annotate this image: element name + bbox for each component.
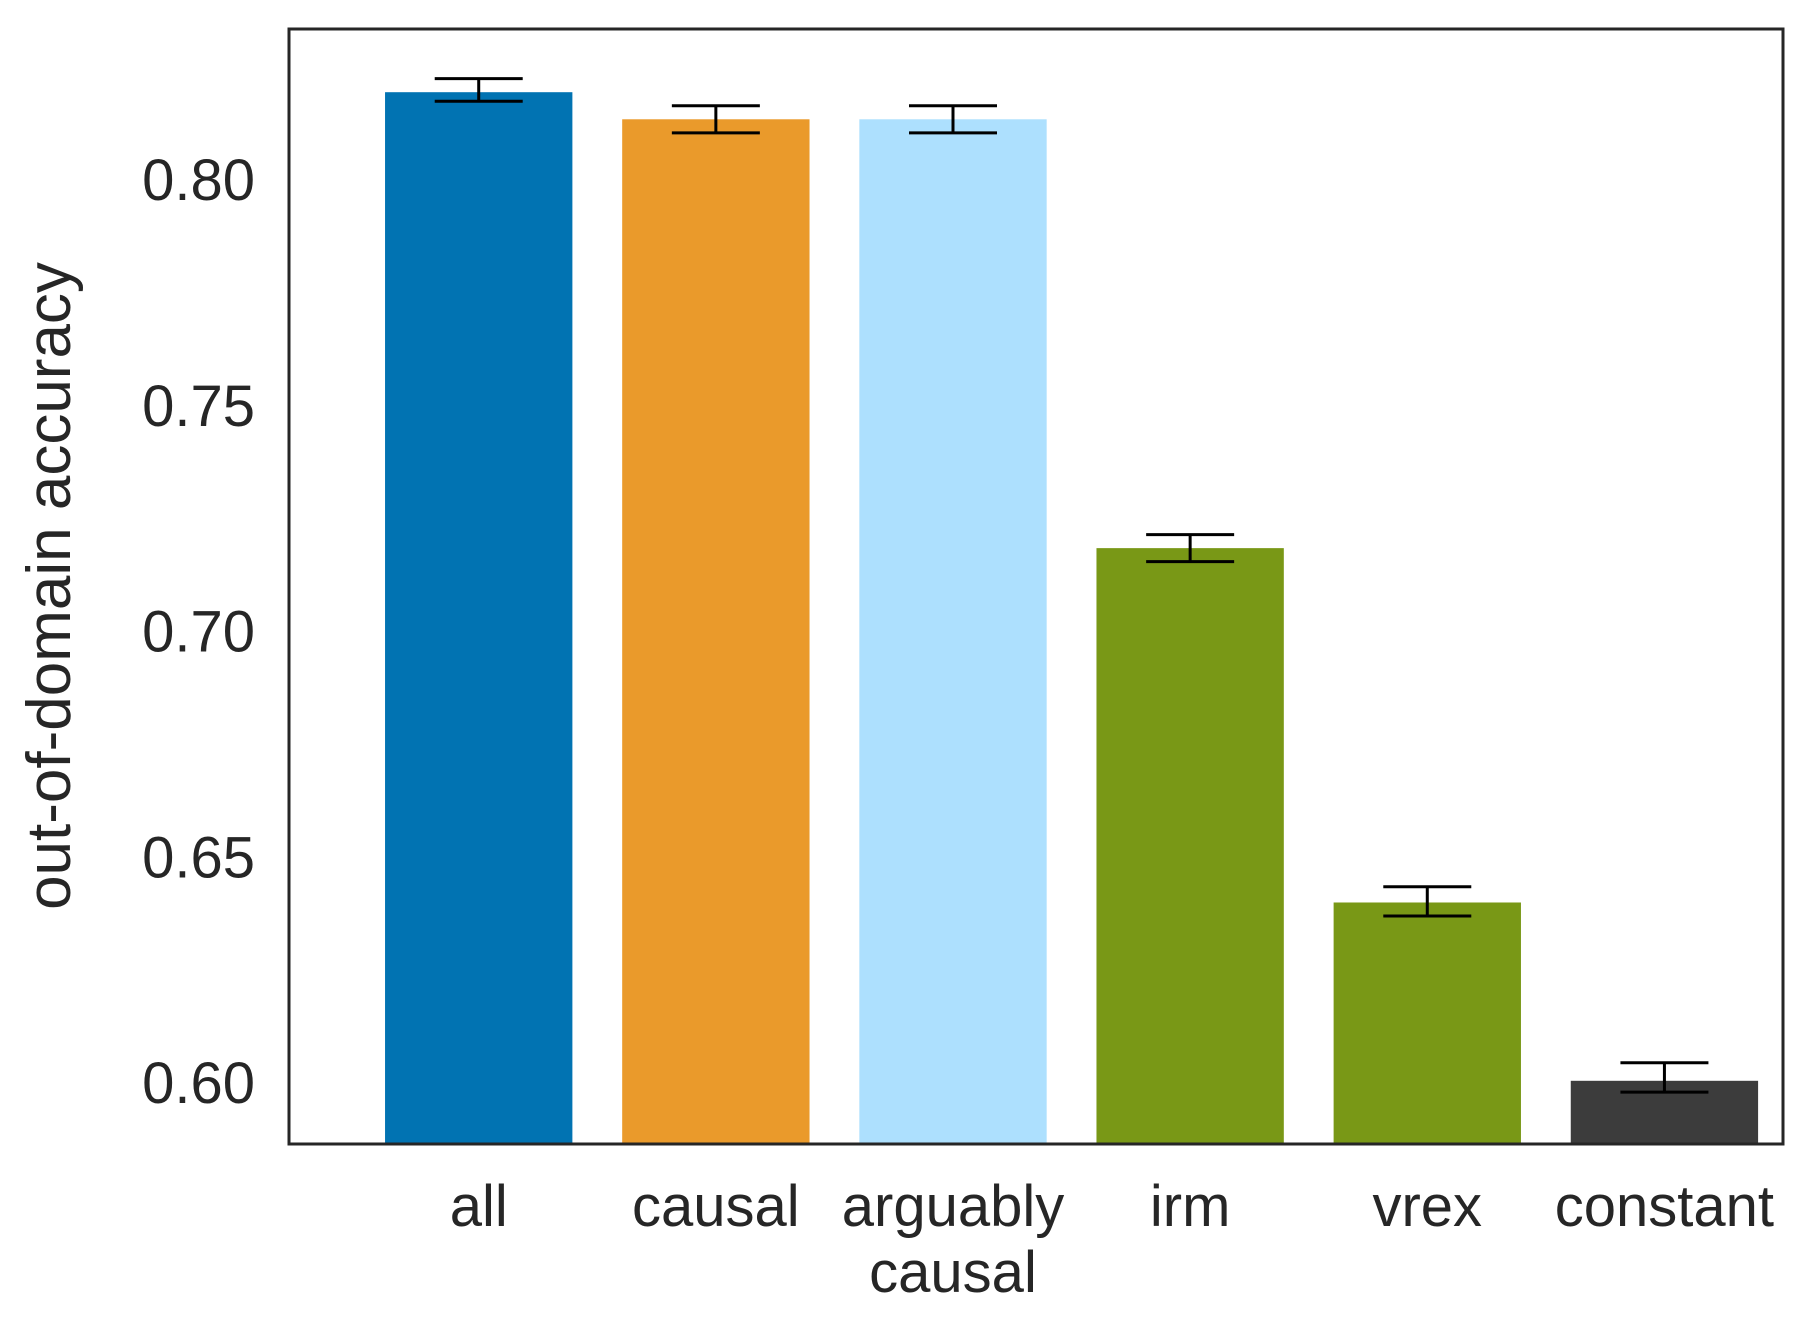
x-tick-label: causal	[632, 1174, 800, 1239]
y-tick-label: 0.70	[142, 600, 255, 665]
y-tick-label: 0.75	[142, 374, 255, 439]
error-bars-group	[434, 77, 1709, 1094]
plot-frame	[287, 27, 1785, 1146]
error-bar	[671, 104, 760, 135]
x-tick-label: causal	[869, 1240, 1037, 1305]
y-tick-label: 0.65	[142, 825, 255, 890]
bar	[1333, 902, 1521, 1144]
x-tick-label: arguably	[842, 1174, 1064, 1239]
x-tick-label: constant	[1555, 1174, 1774, 1239]
x-tick-label: irm	[1150, 1174, 1231, 1239]
error-bar	[1146, 533, 1235, 564]
bar	[1096, 548, 1284, 1144]
y-tick-label: 0.60	[142, 1051, 255, 1116]
x-tick-label: vrex	[1372, 1174, 1482, 1239]
bar	[622, 119, 810, 1144]
x-tick-label: all	[450, 1174, 508, 1239]
y-tick-label: 0.80	[142, 148, 255, 213]
error-bar	[434, 77, 523, 103]
y-axis-label: out-of-domain accuracy	[15, 262, 84, 910]
error-bar	[1383, 885, 1472, 918]
bars-group	[385, 92, 1759, 1145]
error-bar	[1620, 1061, 1709, 1094]
y-tick-labels: 0.60 0.65 0.70 0.75 0.80	[142, 148, 255, 1116]
bar	[385, 92, 573, 1145]
error-bar	[909, 104, 997, 135]
bar	[859, 119, 1047, 1144]
